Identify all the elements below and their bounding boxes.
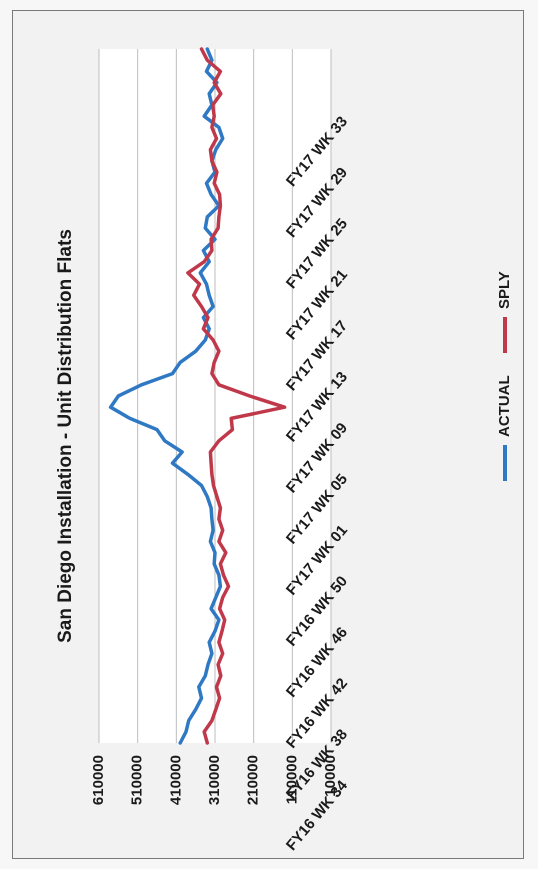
y-tick-label: 610000 <box>90 755 107 805</box>
legend: ACTUAL SPLY <box>496 271 513 481</box>
y-tick-label: 210000 <box>245 755 262 805</box>
legend-label-actual: ACTUAL <box>496 375 513 437</box>
line-chart: 610000 510000 410000 310000 210000 110000 1000… <box>55 47 513 854</box>
y-tick-label: 510000 <box>129 755 146 805</box>
y-tick-label: 10000 <box>322 755 339 797</box>
chart-title: San Diego Installation - Unit Distributi… <box>55 229 76 643</box>
y-tick-label: 110000 <box>283 755 300 804</box>
y-tick-label: 310000 <box>206 755 223 805</box>
y-tick-label: 410000 <box>167 755 184 805</box>
chart-frame: 610000 510000 410000 310000 210000 110000 1000… <box>12 10 524 859</box>
series-line-sply <box>186 47 287 745</box>
series-layer <box>108 47 287 745</box>
legend-label-sply: SPLY <box>496 271 513 309</box>
y-axis-ticks: 610000 510000 410000 310000 210000 110000 1000… <box>90 755 339 805</box>
